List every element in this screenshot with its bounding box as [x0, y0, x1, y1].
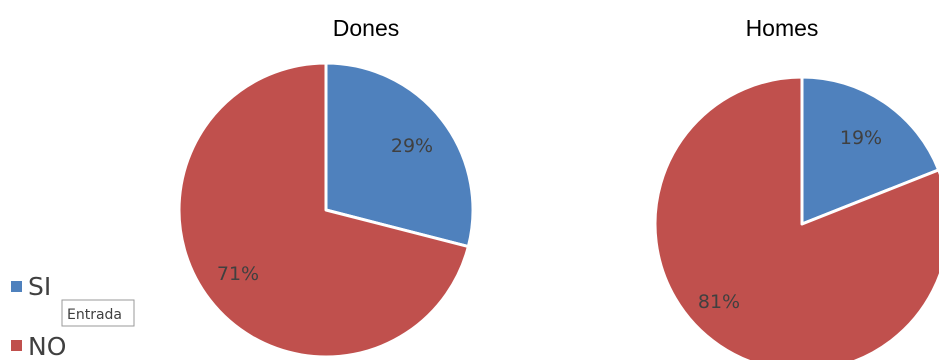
pie-slice-homes-si	[800, 75, 939, 226]
tooltip-box	[61, 299, 135, 327]
pie-slices-dones	[177, 61, 475, 359]
legend: SI NO	[11, 272, 66, 360]
pie-slice-dones-no	[177, 61, 470, 359]
slice-label-dones-no: 71%	[217, 263, 259, 285]
slice-label-homes-si: 19%	[840, 127, 882, 149]
pie-chart-dones: Dones 29% 71%	[177, 15, 475, 359]
legend-swatch-no	[11, 340, 22, 351]
pie-slices-homes	[653, 75, 939, 360]
legend-label-si: SI	[28, 272, 51, 301]
slice-label-dones-si: 29%	[391, 135, 433, 157]
tooltip: Entrada	[61, 299, 135, 327]
slice-label-homes-no: 81%	[698, 291, 740, 313]
legend-label-no: NO	[28, 332, 66, 360]
pie-slice-dones-si	[324, 61, 475, 249]
chart-title-homes: Homes	[746, 15, 819, 41]
tooltip-text: Entrada	[67, 307, 122, 323]
pie-slice-homes-no	[653, 75, 939, 360]
pie-chart-homes: Homes 19% 81%	[653, 15, 939, 360]
legend-swatch-si	[11, 281, 22, 292]
chart-title-dones: Dones	[333, 15, 399, 41]
